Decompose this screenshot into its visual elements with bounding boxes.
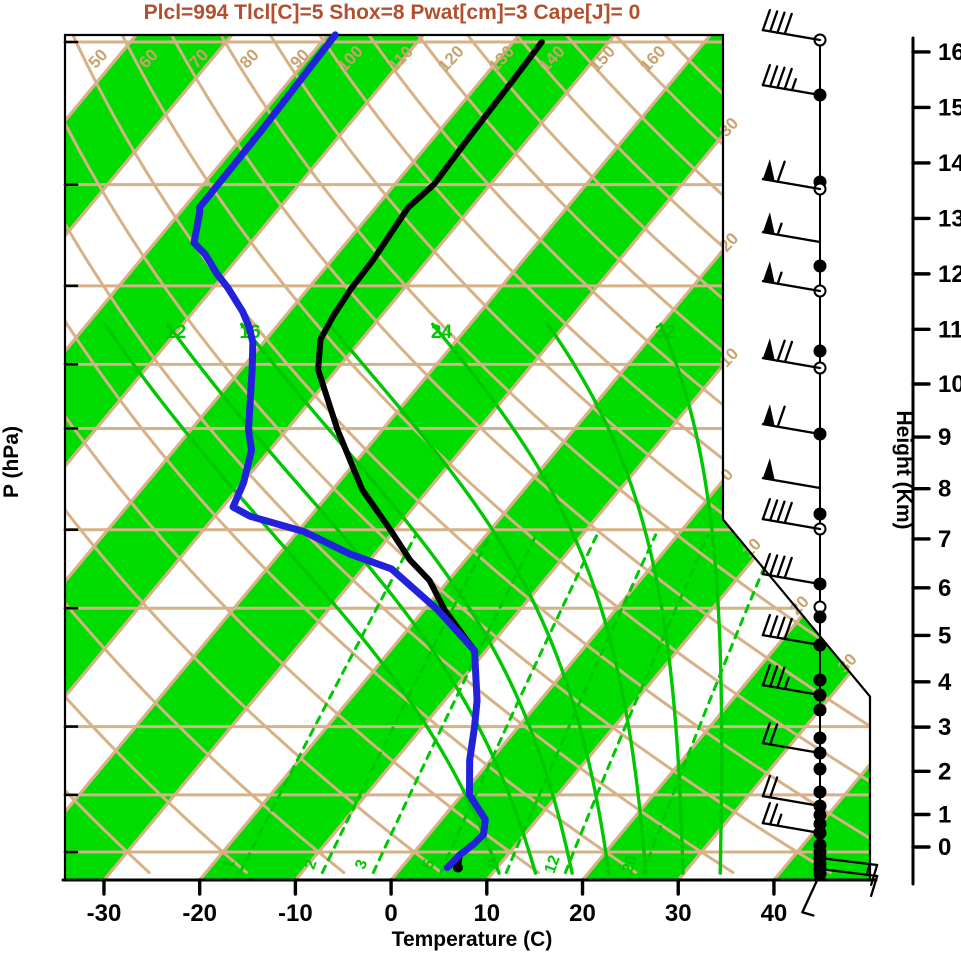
svg-text:15: 15 bbox=[938, 94, 961, 121]
svg-text:3: 3 bbox=[352, 857, 371, 871]
svg-text:10: 10 bbox=[473, 900, 500, 927]
svg-text:0: 0 bbox=[717, 465, 737, 485]
svg-text:3: 3 bbox=[938, 714, 951, 741]
svg-text:-20: -20 bbox=[712, 229, 743, 260]
svg-text:12: 12 bbox=[542, 853, 564, 876]
svg-text:6: 6 bbox=[938, 575, 951, 602]
dewpoint-curve bbox=[190, 31, 489, 872]
svg-text:-10: -10 bbox=[278, 900, 313, 927]
svg-text:20: 20 bbox=[569, 900, 596, 927]
svg-text:7: 7 bbox=[938, 526, 951, 553]
svg-text:2: 2 bbox=[938, 758, 951, 785]
svg-text:40: 40 bbox=[761, 900, 788, 927]
svg-text:160: 160 bbox=[636, 42, 669, 76]
svg-text:4: 4 bbox=[938, 669, 952, 696]
svg-text:14: 14 bbox=[938, 150, 961, 177]
svg-text:12: 12 bbox=[165, 322, 186, 343]
chart-title: Plcl=994 Tlcl[C]=5 Shox=8 Pwat[cm]=3 Cap… bbox=[144, 1, 641, 24]
svg-text:10: 10 bbox=[938, 371, 961, 398]
svg-text:-20: -20 bbox=[182, 900, 217, 927]
svg-text:1: 1 bbox=[938, 801, 951, 828]
x-axis-title: Temperature (C) bbox=[392, 928, 553, 951]
moist-adiabats bbox=[103, 322, 724, 875]
svg-text:8: 8 bbox=[938, 476, 951, 503]
svg-text:11: 11 bbox=[938, 316, 961, 343]
svg-text:20: 20 bbox=[619, 853, 641, 876]
svg-text:5: 5 bbox=[938, 622, 951, 649]
pressure-axis-title: P (hPa) bbox=[0, 426, 23, 498]
temperature-axis: -30 -20 -10 0 10 20 30 40 bbox=[61, 878, 878, 927]
svg-text:30: 30 bbox=[665, 900, 692, 927]
svg-text:12: 12 bbox=[938, 261, 961, 288]
svg-text:32: 32 bbox=[655, 322, 676, 343]
svg-text:0: 0 bbox=[938, 834, 951, 861]
svg-text:9: 9 bbox=[938, 424, 951, 451]
svg-text:0: 0 bbox=[384, 900, 397, 927]
svg-text:13: 13 bbox=[938, 205, 961, 232]
svg-text:16: 16 bbox=[938, 39, 961, 66]
svg-text:24: 24 bbox=[431, 322, 453, 343]
svg-text:20: 20 bbox=[786, 592, 813, 619]
plot-render-layer: 50 60 70 80 90 100 110 120 130 140 150 160-30-20-10… bbox=[61, 8, 961, 927]
height-axis-title: Height (Km) bbox=[892, 411, 915, 530]
wind-barbs bbox=[761, 8, 879, 917]
mixing-ratio-lines bbox=[238, 533, 780, 875]
svg-text:-30: -30 bbox=[87, 900, 122, 927]
surface-dot bbox=[452, 862, 463, 873]
svg-text:120: 120 bbox=[434, 42, 467, 76]
